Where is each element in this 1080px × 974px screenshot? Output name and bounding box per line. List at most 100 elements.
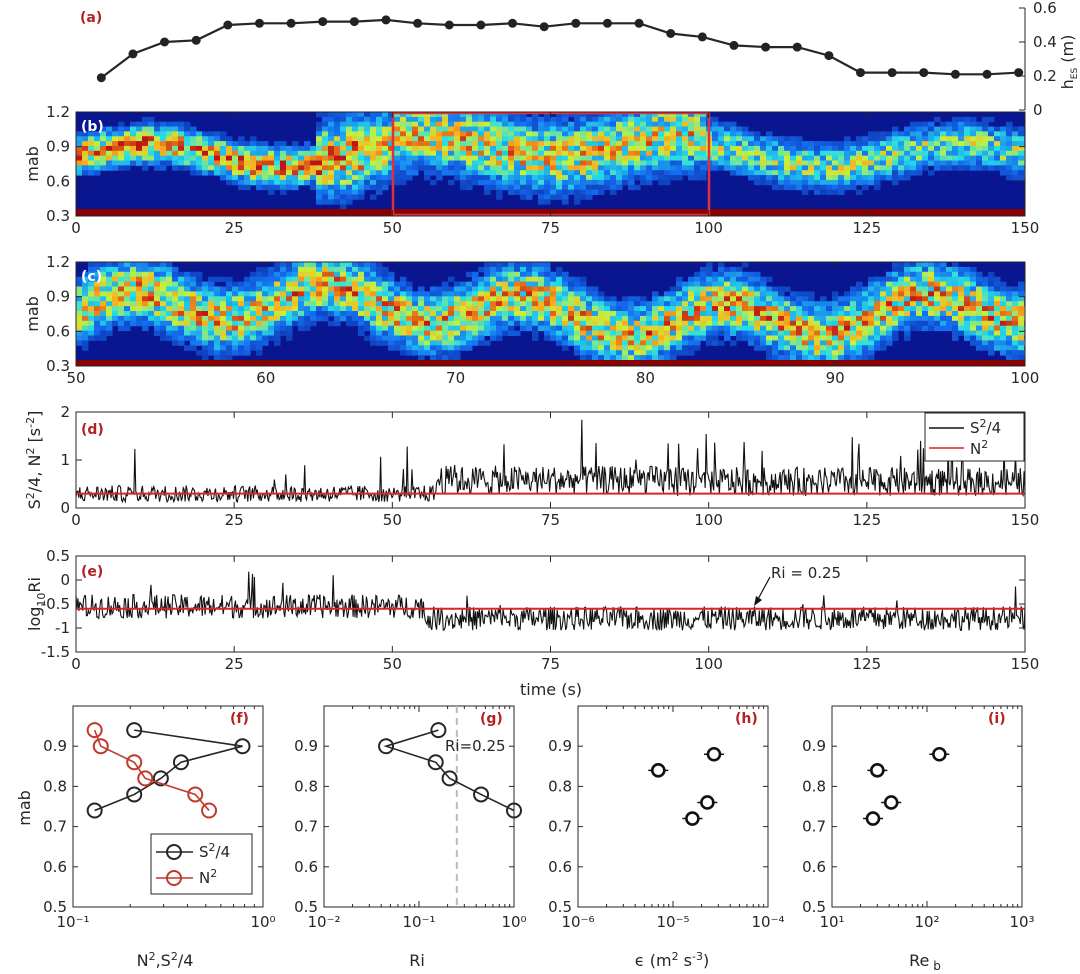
heatmap-cell: [448, 160, 455, 166]
heatmap-cell: [250, 276, 257, 283]
heatmap-cell: [520, 184, 527, 191]
heatmap-cell: [376, 291, 383, 297]
heatmap-cell: [952, 311, 959, 317]
heatmap-cell: [664, 301, 671, 307]
heatmap-cell: [364, 315, 371, 322]
heatmap-cell: [442, 286, 449, 292]
heatmap-cell: [256, 315, 263, 322]
heatmap-cell: [700, 131, 707, 137]
heatmap-cell: [190, 340, 197, 346]
heatmap-cell: [310, 266, 317, 273]
heatmap-cell: [484, 141, 491, 147]
heatmap-cell: [796, 320, 803, 327]
heatmap-cell: [508, 286, 515, 292]
heatmap-cell: [280, 291, 287, 297]
heatmap-cell: [172, 126, 179, 132]
heatmap-cell: [664, 141, 671, 147]
heatmap-cell: [436, 311, 443, 317]
heatmap-cell: [898, 271, 905, 278]
heatmap-cell: [292, 281, 299, 287]
heatmap-cell: [1018, 145, 1025, 152]
heatmap-cell: [946, 141, 953, 147]
heatmap-cell: [994, 296, 1001, 302]
heatmap-cell: [868, 150, 875, 157]
heatmap-cell: [886, 340, 893, 346]
heatmap-cell: [994, 126, 1001, 132]
heatmap-cell: [844, 160, 851, 166]
heatmap-cell: [784, 184, 791, 191]
heatmap-cell: [310, 145, 317, 152]
heatmap-cell: [484, 145, 491, 152]
heatmap-cell: [436, 165, 443, 171]
heatmap-cell: [550, 184, 557, 191]
heatmap-cell: [466, 311, 473, 317]
heatmap-cell: [730, 141, 737, 147]
heatmap-cell: [232, 175, 239, 181]
heatmap-cell: [976, 136, 983, 142]
heatmap-cell: [232, 179, 239, 186]
heatmap-cell: [466, 184, 473, 191]
heatmap-cell: [250, 281, 257, 287]
heatmap-cell: [844, 311, 851, 317]
heatmap-cell: [346, 136, 353, 142]
heatmap-cell: [244, 145, 251, 152]
heatmap-cell: [544, 121, 551, 128]
heatmap-cell: [436, 296, 443, 302]
heatmap-cell: [700, 145, 707, 152]
heatmap-cell: [820, 189, 827, 195]
heatmap-cell: [292, 150, 299, 157]
heatmap-cell: [508, 112, 515, 118]
heatmap-cell: [94, 281, 101, 287]
heatmap-cell: [484, 160, 491, 166]
heatmap-cell: [76, 340, 83, 346]
heatmap-cell: [964, 131, 971, 137]
heatmap-cell: [730, 131, 737, 137]
heatmap-cell: [466, 291, 473, 297]
heatmap-cell: [928, 320, 935, 327]
heatmap-cell: [370, 131, 377, 137]
heatmap-cell: [424, 306, 431, 312]
heatmap-cell: [118, 291, 125, 297]
heatmap-cell: [802, 291, 809, 297]
heatmap-cell: [580, 311, 587, 317]
panel-b-xtick-label: 125: [853, 219, 882, 237]
heatmap-cell: [802, 175, 809, 181]
heatmap-cell: [616, 179, 623, 186]
heatmap-cell: [280, 315, 287, 322]
heatmap-cell: [490, 175, 497, 181]
heatmap-cell: [292, 271, 299, 278]
heatmap-cell: [580, 145, 587, 152]
heatmap-cell: [412, 311, 419, 317]
heatmap-cell: [826, 320, 833, 327]
heatmap-cell: [814, 311, 821, 317]
heatmap-cell: [544, 315, 551, 322]
heatmap-cell: [574, 345, 581, 351]
heatmap-cell: [388, 175, 395, 181]
panel-d-xtick-label: 50: [383, 511, 402, 529]
heatmap-cell: [904, 175, 911, 181]
heatmap-cell: [382, 271, 389, 278]
heatmap-cell: [544, 175, 551, 181]
heatmap-cell: [214, 325, 221, 332]
heatmap-cell: [682, 340, 689, 346]
panel-i-frame: [831, 705, 1023, 908]
heatmap-cell: [136, 150, 143, 157]
heatmap-cell: [388, 306, 395, 312]
heatmap-cell: [958, 145, 965, 152]
heatmap-cell: [322, 112, 329, 118]
heatmap-cell: [178, 150, 185, 157]
heatmap-cell: [208, 311, 215, 317]
heatmap-cell: [766, 141, 773, 147]
heatmap-cell: [190, 281, 197, 287]
heatmap-cell: [676, 170, 683, 176]
heatmap-cell: [550, 315, 557, 322]
heatmap-cell: [508, 296, 515, 302]
heatmap-cell: [646, 150, 653, 157]
heatmap-cell: [544, 330, 551, 336]
heatmap-cell: [916, 141, 923, 147]
heatmap-cell: [718, 311, 725, 317]
heatmap-cell: [898, 311, 905, 317]
heatmap-cell: [460, 179, 467, 186]
heatmap-cell: [346, 150, 353, 157]
heatmap-cell: [988, 325, 995, 332]
